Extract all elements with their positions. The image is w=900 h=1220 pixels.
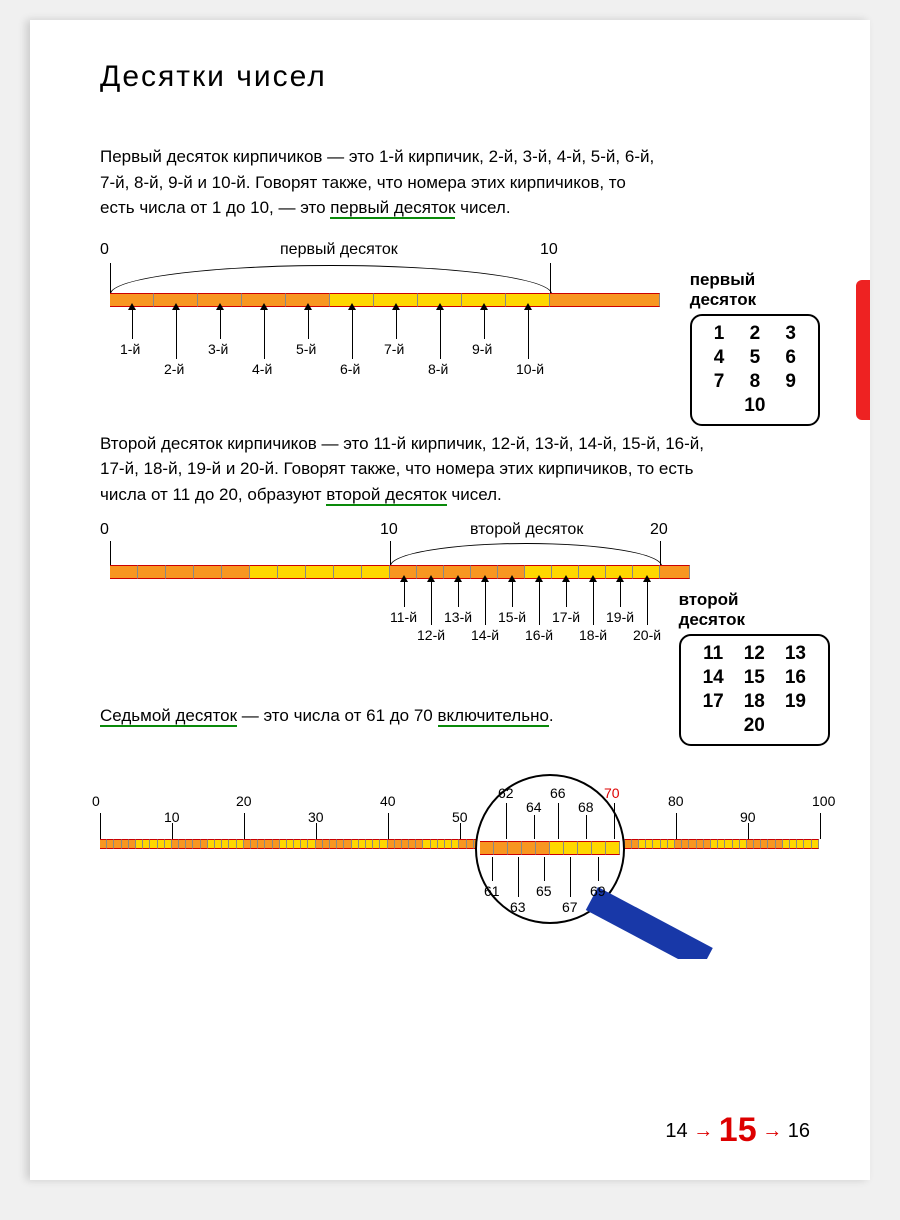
page: Десятки чисел Первый десяток кирпичиков … bbox=[30, 20, 870, 1180]
arc-2 bbox=[390, 543, 662, 566]
number-box-1: первый десяток 123 456 789 10 bbox=[690, 270, 820, 426]
page-number: 14 → 15 → 16 bbox=[665, 1111, 810, 1150]
paragraph-2: Второй десяток кирпичиков — это 11-й кир… bbox=[100, 431, 720, 508]
arc bbox=[110, 265, 552, 294]
page-title: Десятки чисел bbox=[100, 60, 820, 94]
paragraph-1: Первый десяток кирпичиков — это 1-й кирп… bbox=[100, 144, 660, 221]
brick-strip-1 bbox=[110, 293, 660, 307]
diagram-seventh-ten: 62 64 66 68 70 61 63 65 67 69 0102030405… bbox=[100, 749, 820, 959]
number-box-2: второй десяток 111213 141516 171819 20 bbox=[679, 590, 830, 746]
diagram-first-ten: 0 первый десяток 10 1-й2-й3-й4-й5-й6-й7-… bbox=[100, 231, 660, 401]
diagram-second-ten: 0 10 второй десяток 20 11-й12-й13-й14-й1… bbox=[100, 513, 680, 673]
edge-tab bbox=[856, 280, 870, 420]
